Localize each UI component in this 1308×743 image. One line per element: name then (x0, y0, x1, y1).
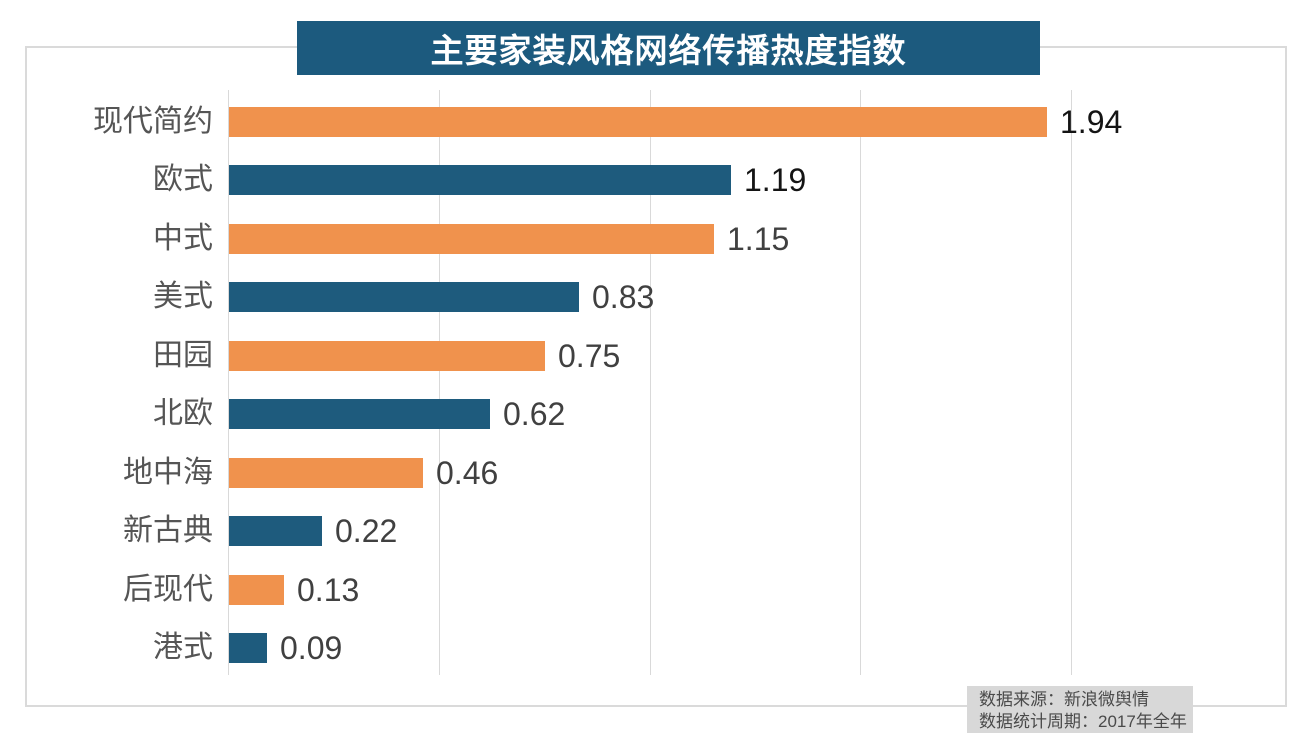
bar-value-label: 0.62 (503, 396, 566, 432)
bar (229, 282, 579, 312)
gridline (439, 90, 440, 675)
bar-value-label: 1.94 (1060, 104, 1123, 140)
bar (229, 341, 545, 371)
bar-value-label: 0.46 (436, 455, 499, 491)
bar (229, 224, 714, 254)
y-axis-line (228, 90, 229, 675)
bar-value-label: 0.83 (592, 279, 655, 315)
bar-value-label: 0.75 (558, 338, 621, 374)
source-note-line2: 数据统计周期：2017年全年 (979, 712, 1187, 731)
category-label: 欧式 (153, 163, 213, 196)
bar (229, 399, 490, 429)
bar-value-label: 1.19 (744, 162, 807, 198)
category-label: 后现代 (123, 573, 213, 606)
bar-row: 0.09 (229, 630, 343, 666)
gridline (650, 90, 651, 675)
bar (229, 107, 1047, 137)
gridline (860, 90, 861, 675)
category-label: 新古典 (123, 514, 213, 547)
category-label: 美式 (153, 280, 213, 313)
bar (229, 575, 284, 605)
bar (229, 633, 267, 663)
bar (229, 458, 423, 488)
bar-value-label: 0.22 (335, 513, 398, 549)
bar-row: 0.46 (229, 455, 499, 491)
category-label: 现代简约 (93, 105, 213, 138)
chart-title: 主要家装风格网络传播热度指数 (430, 32, 907, 69)
category-label: 地中海 (123, 456, 213, 489)
chart-title-banner: 主要家装风格网络传播热度指数 (297, 21, 1040, 75)
bar-row: 1.15 (229, 221, 790, 257)
category-label: 中式 (153, 222, 213, 255)
category-label: 港式 (153, 631, 213, 664)
bar-row: 0.22 (229, 513, 398, 549)
bar (229, 516, 322, 546)
bar-value-label: 0.09 (280, 630, 343, 666)
bar-row: 1.19 (229, 162, 807, 198)
bar-value-label: 0.13 (297, 572, 360, 608)
bar-row: 1.94 (229, 104, 1123, 140)
bar-row: 0.83 (229, 279, 655, 315)
category-label: 田园 (153, 339, 213, 372)
bar-row: 0.62 (229, 396, 566, 432)
source-note-line1: 数据来源：新浪微舆情 (979, 690, 1149, 709)
bar-value-label: 1.15 (727, 221, 790, 257)
category-label: 北欧 (153, 397, 213, 430)
bar-row: 0.13 (229, 572, 360, 608)
gridline (1071, 90, 1072, 675)
source-note-box: 数据来源：新浪微舆情 数据统计周期：2017年全年 (967, 686, 1193, 733)
bar (229, 165, 731, 195)
bar-row: 0.75 (229, 338, 621, 374)
